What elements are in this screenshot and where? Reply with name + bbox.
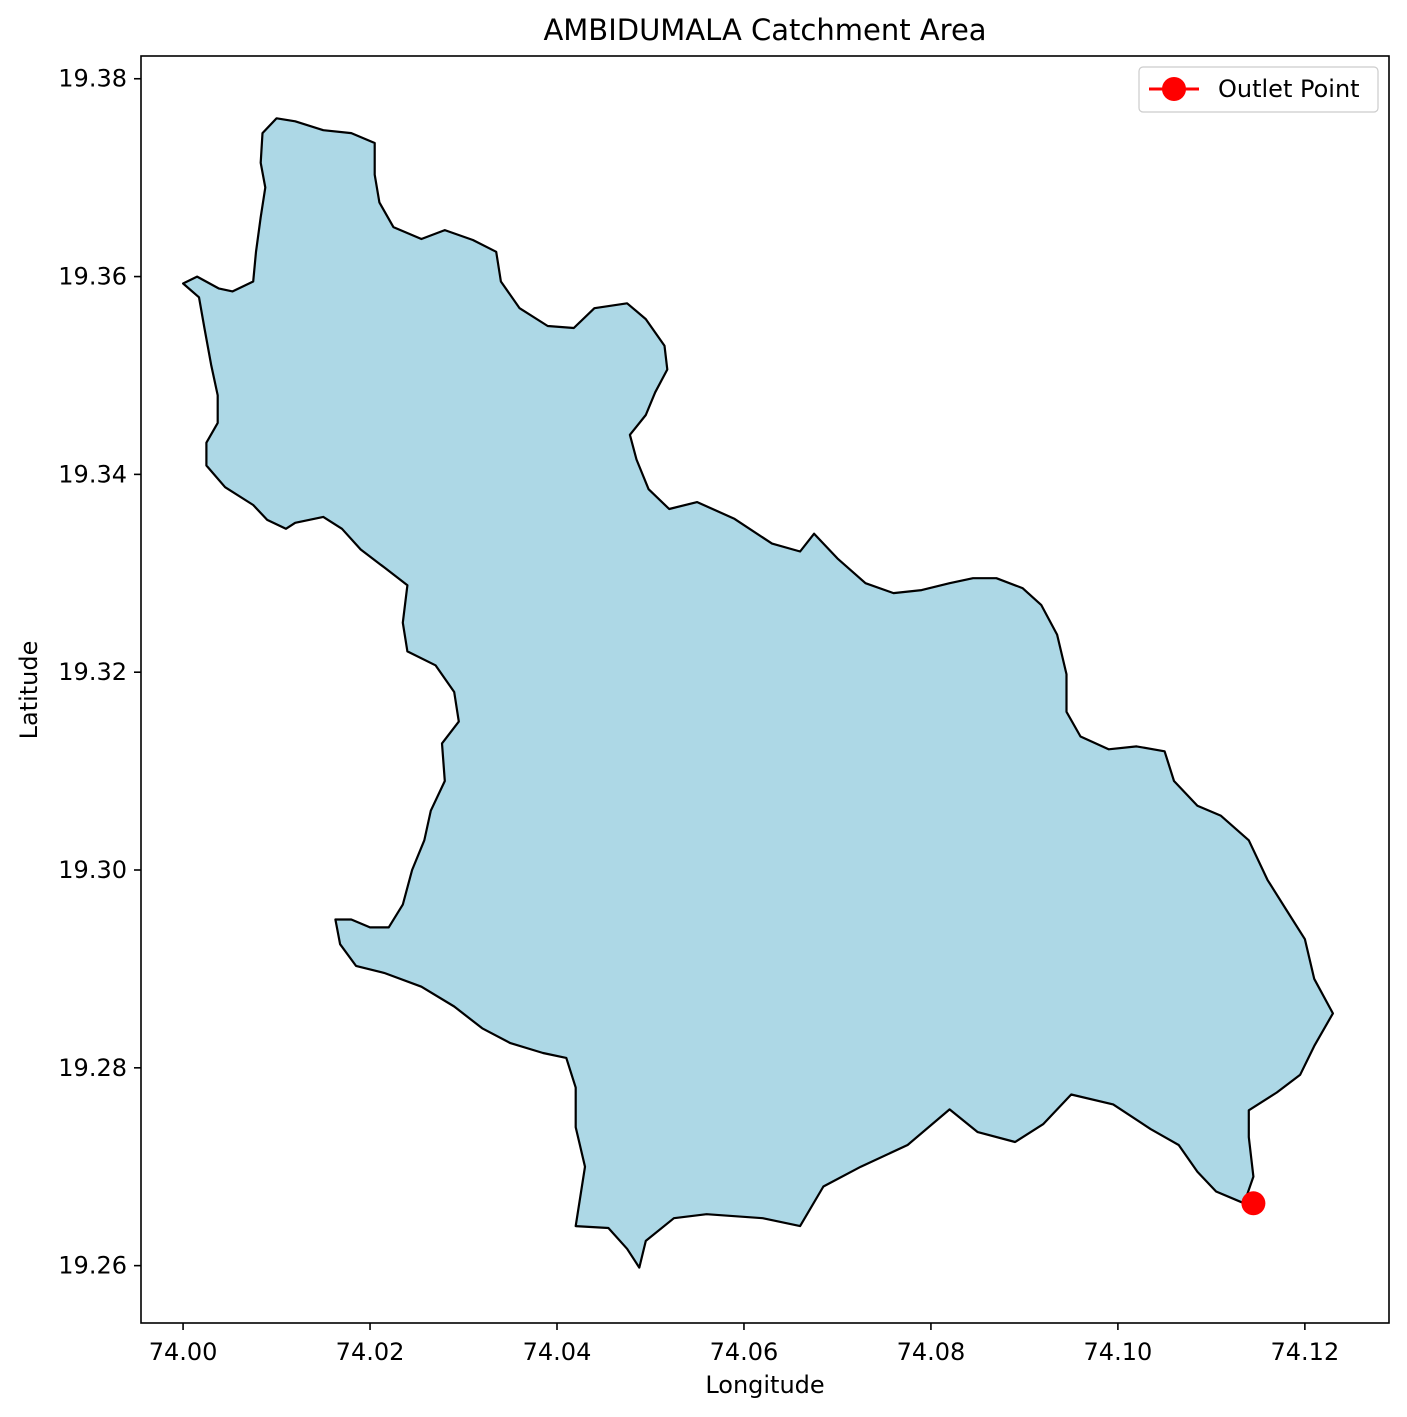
plot-area <box>182 117 1335 1269</box>
x-tick-label: 74.04 <box>523 1338 592 1366</box>
x-tick-label: 74.08 <box>897 1338 966 1366</box>
y-tick-label: 19.26 <box>58 1252 127 1280</box>
y-tick-label: 19.34 <box>58 460 127 488</box>
legend-label: Outlet Point <box>1218 75 1360 103</box>
x-axis: 74.00 74.02 74.04 74.06 74.08 74.10 74.12 <box>149 1323 1340 1366</box>
y-tick-label: 19.36 <box>58 263 127 291</box>
legend: Outlet Point <box>1138 66 1379 113</box>
x-tick-label: 74.12 <box>1271 1338 1340 1366</box>
outlet-point-marker <box>1241 1191 1266 1216</box>
x-tick-label: 74.02 <box>336 1338 405 1366</box>
catchment-polygon <box>182 117 1335 1269</box>
chart-title: AMBIDUMALA Catchment Area <box>543 13 986 47</box>
x-axis-label: Longitude <box>705 1371 824 1399</box>
y-tick-label: 19.38 <box>58 65 127 93</box>
x-tick-label: 74.10 <box>1084 1338 1153 1366</box>
y-axis-label: Latitude <box>15 641 43 740</box>
x-tick-label: 74.06 <box>710 1338 779 1366</box>
legend-circle-marker <box>1162 77 1186 101</box>
y-tick-label: 19.32 <box>58 658 127 686</box>
y-axis: 19.26 19.28 19.30 19.32 19.34 19.36 19.38 <box>58 65 141 1280</box>
legend-box <box>1138 66 1379 113</box>
y-tick-label: 19.30 <box>58 856 127 884</box>
axes-frame <box>140 55 1390 1324</box>
x-tick-label: 74.00 <box>149 1338 218 1366</box>
y-tick-label: 19.28 <box>58 1054 127 1082</box>
